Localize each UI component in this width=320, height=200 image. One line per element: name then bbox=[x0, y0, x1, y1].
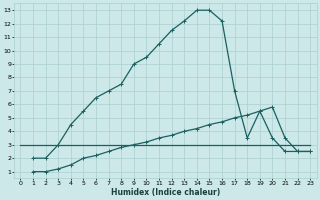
X-axis label: Humidex (Indice chaleur): Humidex (Indice chaleur) bbox=[111, 188, 220, 197]
